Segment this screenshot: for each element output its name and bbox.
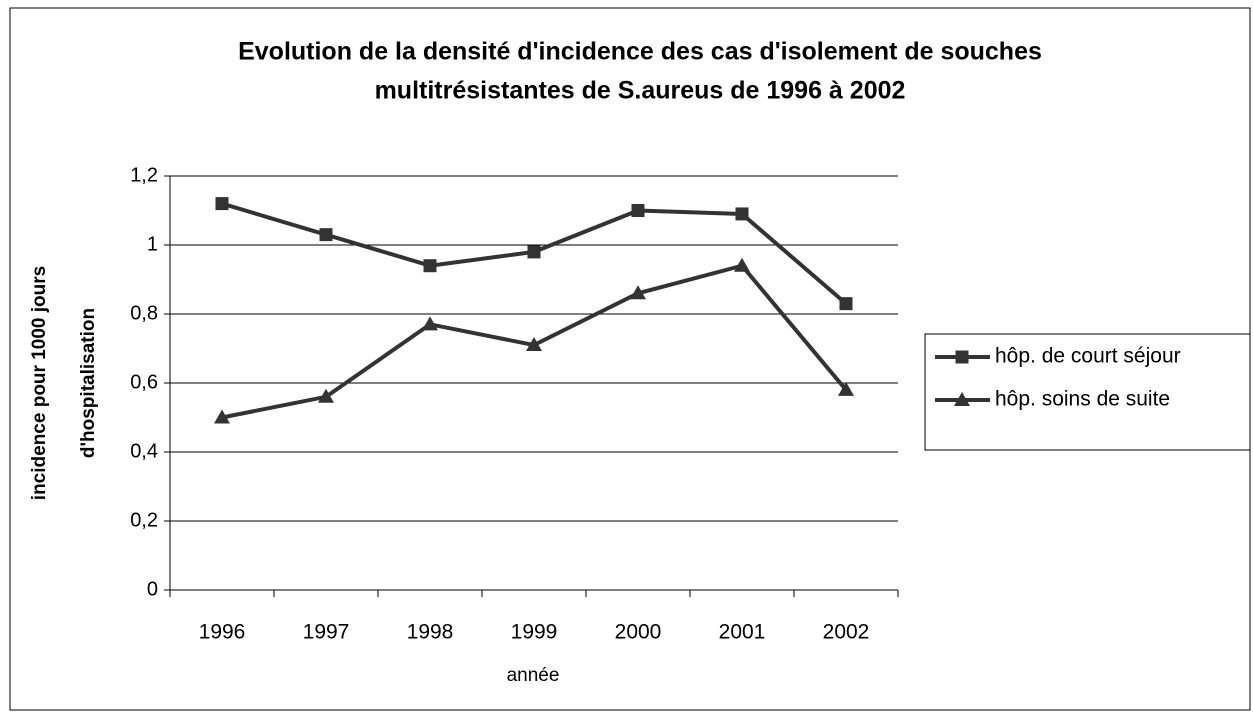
y-tick-label: 0,4 xyxy=(130,440,158,462)
y-tick-label: 1 xyxy=(147,233,158,255)
marker xyxy=(631,204,645,217)
marker xyxy=(214,409,230,424)
x-tick-label: 1997 xyxy=(303,621,350,644)
y-tick-label: 1,2 xyxy=(130,164,158,186)
marker xyxy=(318,388,334,403)
marker xyxy=(630,285,646,300)
marker xyxy=(422,316,438,331)
legend xyxy=(924,333,1251,451)
y-tick-label: 0,2 xyxy=(130,509,158,531)
legend-label: hôp. de court séjour xyxy=(995,345,1181,368)
x-tick-label: 1999 xyxy=(511,621,558,644)
x-tick-label: 2002 xyxy=(823,621,870,644)
chart-title: multitrésistantes de S.aureus de 1996 à … xyxy=(375,77,906,105)
marker xyxy=(215,197,229,211)
x-tick-label: 2000 xyxy=(615,621,662,644)
x-tick-label: 2001 xyxy=(719,621,766,644)
marker xyxy=(954,392,970,406)
y-axis-label-line: d'hospitalisation xyxy=(78,308,99,458)
x-tick-label: 1998 xyxy=(407,621,454,644)
y-axis-label: incidence pour 1000 jours d'hospitalisat… xyxy=(29,266,99,500)
y-axis-label-line: incidence pour 1000 jours xyxy=(29,266,50,500)
marker xyxy=(838,381,854,396)
marker xyxy=(527,245,541,259)
y-tick-label: 0,6 xyxy=(130,371,158,393)
x-tick-label: 1996 xyxy=(199,621,246,644)
marker xyxy=(735,207,749,221)
x-axis-label: année xyxy=(507,665,560,686)
legend-label: hôp. soins de suite xyxy=(995,388,1170,411)
marker xyxy=(734,257,750,272)
y-tick-label: 0,8 xyxy=(130,302,158,324)
y-tick-label: 0 xyxy=(147,578,158,600)
chart-title: Evolution de la densité d'incidence des … xyxy=(238,38,1042,66)
marker xyxy=(423,259,437,273)
marker xyxy=(526,337,542,352)
marker xyxy=(839,297,853,311)
marker xyxy=(955,350,969,364)
marker xyxy=(319,228,333,242)
